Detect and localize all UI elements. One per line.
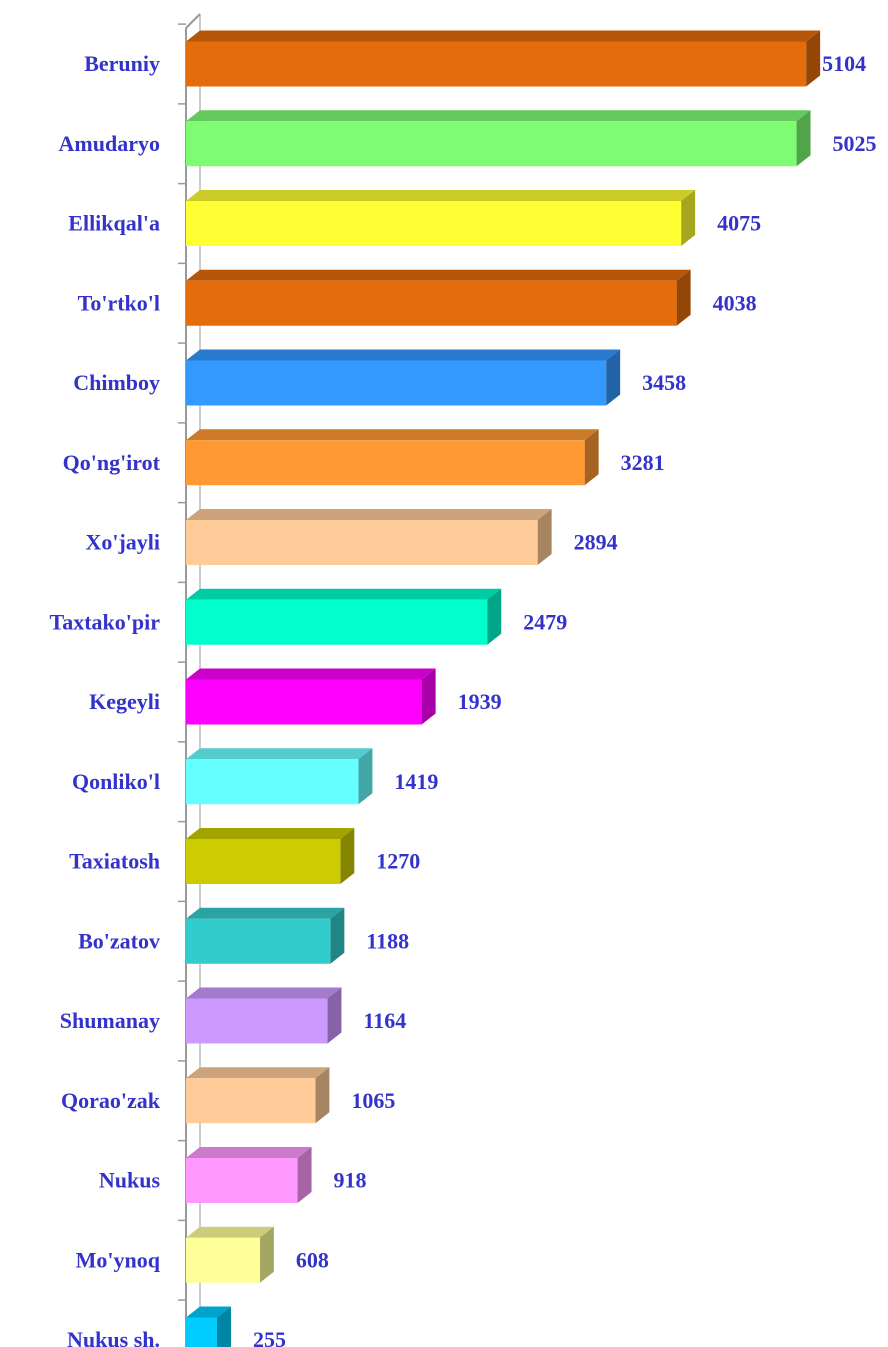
category-label: Qo'ng'irot [63, 450, 161, 475]
bar-top [186, 190, 696, 201]
bar [186, 839, 341, 884]
bar-side [358, 748, 373, 805]
value-label: 608 [296, 1247, 329, 1272]
category-label: Xo'jayli [85, 530, 160, 555]
category-label: Ellikqal'a [68, 211, 160, 236]
bar-side [681, 190, 696, 246]
bar-side [796, 110, 811, 167]
category-label: Nukus sh. [67, 1327, 160, 1347]
bar [186, 440, 585, 486]
bar [186, 998, 328, 1044]
bar-top [186, 269, 691, 281]
value-label: 1419 [394, 769, 438, 794]
value-label: 4038 [713, 290, 757, 315]
value-label: 5104 [822, 51, 866, 76]
bar [186, 1317, 217, 1347]
category-label: Taxtako'pir [50, 609, 161, 634]
bar [186, 1237, 260, 1283]
bar-top [186, 30, 821, 42]
category-label: To'rtko'l [78, 290, 160, 315]
bar-side [676, 269, 691, 326]
bar [186, 360, 607, 406]
bar-side [259, 1226, 274, 1283]
bar-top [186, 1226, 274, 1238]
bar-side [606, 349, 621, 406]
category-label: Mo'ynoq [76, 1247, 161, 1272]
bar [186, 759, 359, 805]
bar-top [186, 349, 621, 361]
value-label: 255 [253, 1327, 286, 1347]
bar-top [186, 509, 552, 520]
bar-top [186, 668, 436, 680]
bar-top [186, 1067, 330, 1079]
value-label: 3458 [642, 370, 686, 395]
bar-top [186, 907, 345, 919]
bar-top [186, 748, 373, 760]
category-label: Chimboy [73, 370, 160, 395]
bar-side [421, 668, 436, 725]
bar-top [186, 987, 342, 999]
category-label: Nukus [99, 1168, 161, 1193]
category-label: Qorao'zak [61, 1088, 161, 1113]
category-label: Kegeyli [89, 689, 160, 714]
bar-top [186, 588, 502, 600]
bar [186, 1158, 298, 1203]
bar-side [297, 1147, 312, 1203]
bar-side [537, 509, 552, 565]
category-label: Amudaryo [59, 131, 160, 156]
bar [186, 201, 682, 246]
value-label: 3281 [621, 450, 665, 475]
bar-top [186, 429, 599, 441]
bar-top [186, 1306, 231, 1318]
value-label: 1939 [458, 689, 502, 714]
bar [186, 599, 488, 645]
bar-top [186, 1147, 312, 1158]
value-label: 5025 [833, 131, 877, 156]
value-label: 2894 [574, 530, 618, 555]
bar-side [330, 907, 345, 964]
bar-top [186, 110, 811, 122]
bar-side [584, 429, 599, 486]
bar-side [340, 828, 355, 884]
value-label: 2479 [523, 609, 567, 634]
value-label: 918 [334, 1168, 367, 1193]
bar-side [806, 30, 821, 87]
bar-side [315, 1067, 330, 1124]
value-label: 4075 [717, 211, 761, 236]
bar [186, 121, 797, 167]
category-label: Bo'zatov [78, 928, 160, 953]
bar [186, 41, 807, 87]
value-label: 1065 [351, 1088, 395, 1113]
bar-side [487, 588, 502, 645]
category-label: Shumanay [60, 1008, 160, 1033]
bar [186, 280, 677, 326]
bar [186, 1078, 316, 1124]
category-label: Taxiatosh [69, 849, 160, 874]
value-label: 1188 [366, 928, 409, 953]
bar-side [327, 987, 342, 1044]
category-label: Beruniy [84, 51, 160, 76]
value-label: 1270 [376, 849, 420, 874]
value-label: 1164 [363, 1008, 406, 1033]
bar [186, 679, 422, 725]
bar-side [216, 1306, 231, 1347]
bar-top [186, 828, 355, 839]
bar [186, 918, 331, 964]
axis-corner [185, 13, 201, 29]
bar [186, 520, 538, 565]
category-label: Qonliko'l [72, 769, 160, 794]
